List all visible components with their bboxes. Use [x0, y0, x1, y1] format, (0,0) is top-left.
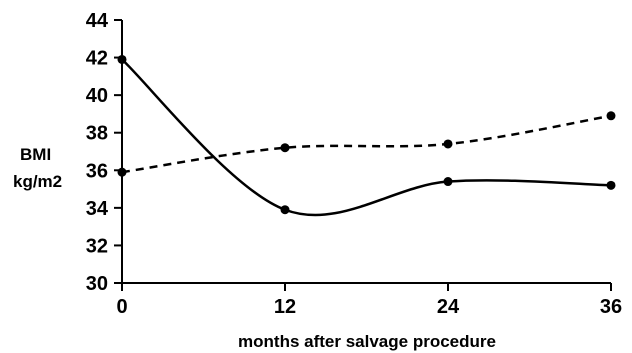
series-line-solid [121, 58, 612, 217]
data-point [606, 180, 616, 190]
data-point [117, 54, 127, 64]
y-axis-label-line1: BMI [20, 145, 51, 164]
x-axis-ticks: 0 12 24 36 [116, 283, 622, 318]
x-tick-label: 36 [600, 296, 622, 318]
y-axis-label-line2: kg/m2 [13, 172, 62, 191]
y-tick-label: 36 [86, 160, 108, 182]
x-tick-label: 24 [437, 296, 460, 318]
x-tick-label: 12 [274, 296, 296, 318]
y-tick-label: 42 [86, 48, 108, 70]
data-point [606, 111, 616, 121]
y-tick-label: 38 [86, 123, 108, 145]
series-layer [117, 54, 616, 217]
x-tick-label: 0 [116, 296, 127, 318]
y-tick-label: 30 [86, 273, 108, 295]
x-axis-title: months after salvage procedure [238, 332, 496, 351]
y-tick-label: 34 [86, 198, 109, 220]
data-point [443, 177, 453, 187]
data-point [280, 205, 290, 215]
y-tick-label: 40 [86, 85, 108, 107]
series-line-dashed [121, 114, 612, 174]
y-tick-label: 44 [86, 10, 109, 32]
y-tick-label: 32 [86, 235, 108, 257]
y-axis-ticks: 30 32 34 36 38 40 42 44 [86, 10, 122, 295]
data-point [443, 139, 453, 149]
data-point [117, 167, 127, 177]
data-point [280, 143, 290, 153]
